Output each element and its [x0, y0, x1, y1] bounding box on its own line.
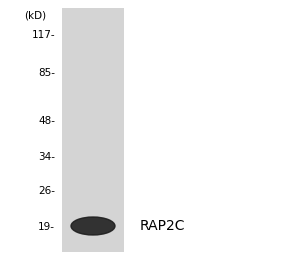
Text: 117-: 117-: [31, 30, 55, 40]
Text: (kD): (kD): [24, 10, 46, 20]
Text: RAP2C: RAP2C: [140, 219, 185, 233]
Ellipse shape: [71, 217, 115, 235]
Text: 48-: 48-: [38, 116, 55, 126]
Text: 26-: 26-: [38, 186, 55, 196]
Text: 34-: 34-: [38, 152, 55, 162]
Text: 85-: 85-: [38, 68, 55, 78]
FancyBboxPatch shape: [62, 8, 124, 252]
Text: 19-: 19-: [38, 222, 55, 232]
